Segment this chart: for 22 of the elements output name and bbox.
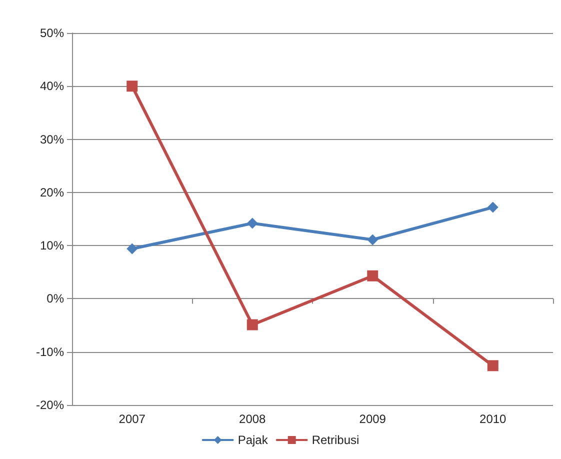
x-tick-label: 2010 bbox=[480, 412, 507, 426]
y-tick-label: 40% bbox=[40, 79, 64, 94]
y-tick-label: 30% bbox=[40, 132, 64, 146]
y-tick-label: -10% bbox=[36, 344, 64, 359]
y-tick-label: 10% bbox=[40, 238, 64, 253]
legend-label: Pajak bbox=[238, 433, 269, 447]
y-tick-label: 50% bbox=[40, 26, 64, 40]
point bbox=[246, 319, 258, 330]
point bbox=[367, 270, 378, 282]
point bbox=[487, 360, 498, 372]
x-tick-label: 2008 bbox=[239, 412, 266, 426]
y-tick-label: -20% bbox=[36, 398, 64, 412]
legend-label: Retribusi bbox=[312, 433, 360, 447]
point bbox=[367, 234, 378, 246]
x-tick-label: 2007 bbox=[118, 412, 146, 426]
y-tick-label: 20% bbox=[40, 185, 64, 200]
point bbox=[246, 218, 258, 229]
y-tick-label: 0% bbox=[46, 292, 64, 306]
point bbox=[126, 243, 138, 254]
point bbox=[126, 80, 138, 92]
x-tick-label: 2009 bbox=[359, 412, 386, 426]
point bbox=[487, 202, 498, 213]
